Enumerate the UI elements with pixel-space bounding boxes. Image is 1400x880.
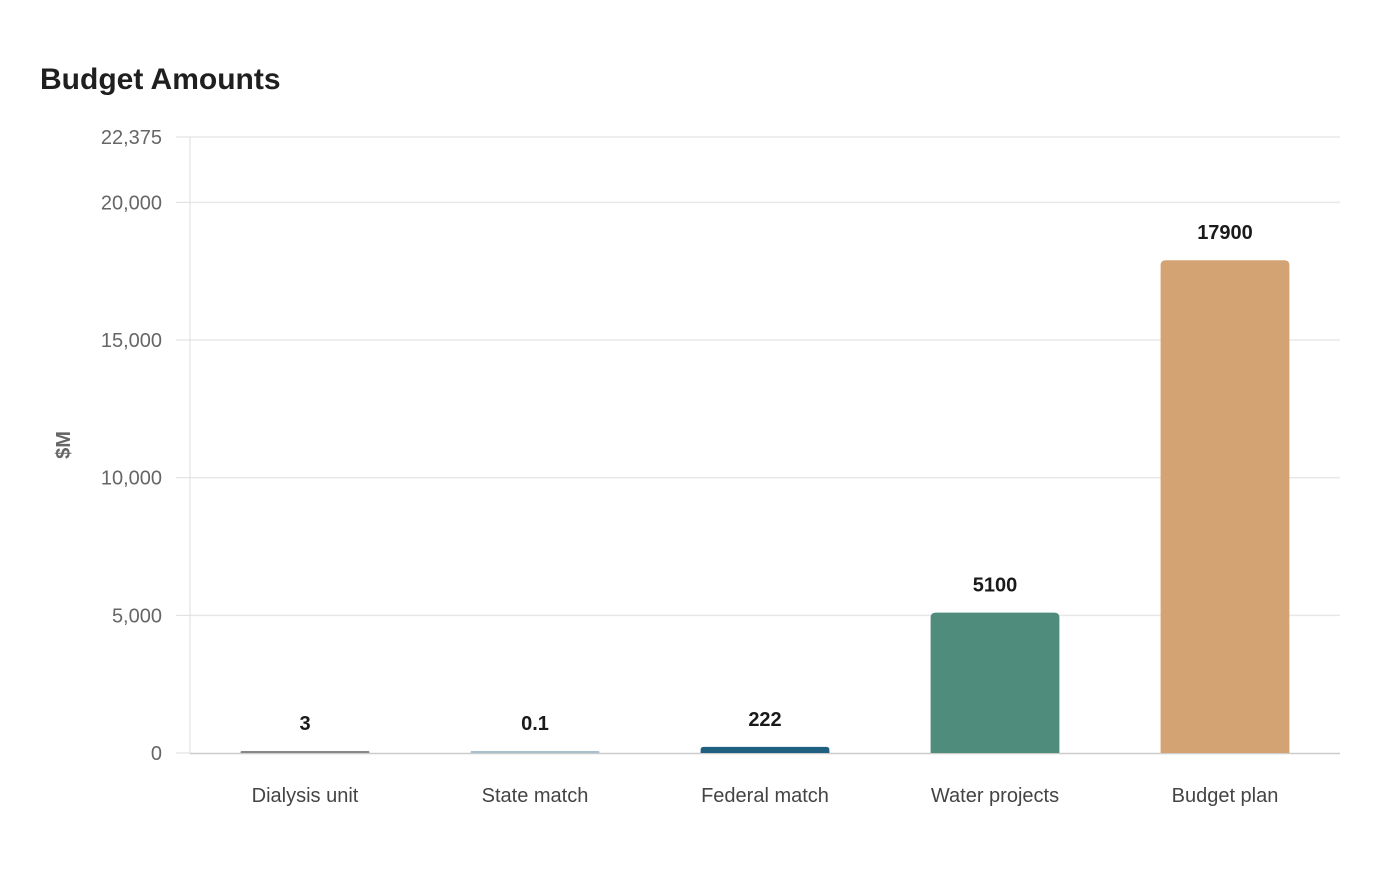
y-tick-label: 0 [151, 743, 162, 765]
x-tick-label: State match [482, 785, 589, 807]
value-label: 17900 [1197, 222, 1253, 244]
value-label: 222 [748, 709, 781, 731]
gridlines [190, 136, 1340, 617]
value-label: 5100 [973, 575, 1018, 597]
y-tick-label: 5,000 [112, 605, 162, 627]
x-tick-label: Federal match [701, 785, 829, 807]
bar-water-projects[interactable] [930, 612, 1060, 753]
y-axis-title: $M [53, 431, 75, 459]
x-tick-label: Dialysis unit [252, 785, 359, 807]
y-tick-label: 20,000 [101, 192, 162, 214]
x-tick-label: Budget plan [1172, 785, 1279, 807]
chart-title: Budget Amounts [40, 63, 281, 96]
value-label: 0.1 [521, 713, 549, 735]
axes [189, 137, 1340, 755]
x-tick-label: Water projects [931, 785, 1059, 807]
bar-budget-plan[interactable] [1160, 260, 1290, 753]
bar-state-match[interactable] [470, 751, 600, 753]
value-labels: 3 0.1 222 5100 17900 [299, 222, 1252, 735]
y-tick-labels: 0 5,000 10,000 15,000 20,000 22,375 [101, 127, 190, 765]
bars [240, 260, 1290, 753]
y-tick-label: 22,375 [101, 127, 162, 149]
bar-dialysis-unit[interactable] [240, 751, 370, 753]
bar-federal-match[interactable] [700, 746, 830, 753]
x-tick-labels: Dialysis unit State match Federal match Wat… [252, 785, 1279, 807]
value-label: 3 [299, 713, 310, 735]
y-tick-label: 10,000 [101, 468, 162, 490]
y-tick-label: 15,000 [101, 330, 162, 352]
